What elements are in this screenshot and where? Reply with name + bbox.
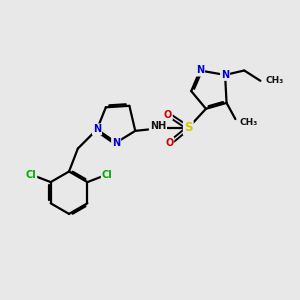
Text: CH₃: CH₃ (240, 118, 258, 127)
Text: S: S (184, 122, 193, 134)
Text: O: O (165, 138, 173, 148)
Text: N: N (112, 138, 120, 148)
Text: Cl: Cl (26, 170, 36, 180)
Text: Cl: Cl (102, 170, 112, 180)
Text: NH: NH (150, 122, 166, 131)
Text: CH₃: CH₃ (266, 76, 284, 85)
Text: N: N (221, 70, 229, 80)
Text: O: O (164, 110, 172, 120)
Text: N: N (93, 124, 101, 134)
Text: N: N (196, 65, 204, 76)
